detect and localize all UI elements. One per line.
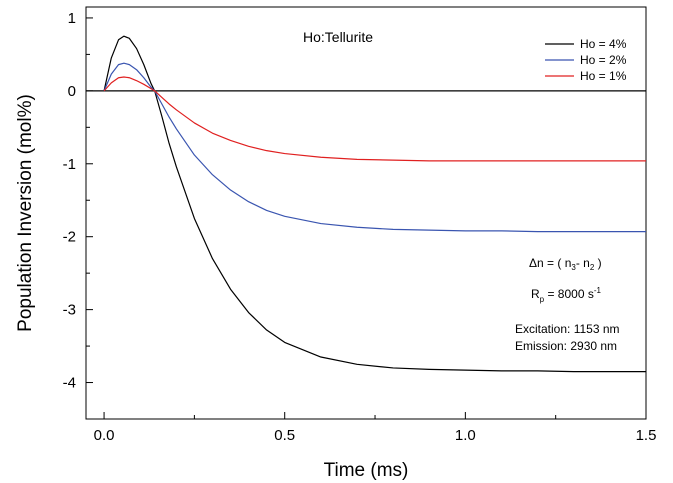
chart-title: Ho:Tellurite	[303, 29, 373, 45]
x-tick-label: 1.0	[455, 427, 476, 444]
x-tick-label: 1.5	[636, 427, 657, 444]
y-tick-label: -1	[63, 156, 76, 173]
y-tick-label: -3	[63, 302, 76, 319]
emission-annotation: Emission: 2930 nm	[515, 339, 617, 353]
excitation-annotation: Excitation: 1153 nm	[515, 322, 620, 336]
legend-label: Ho = 4%	[580, 37, 627, 51]
legend: Ho = 4% Ho = 2% Ho = 1%	[545, 37, 627, 83]
y-tick-label: 0	[68, 83, 76, 100]
series-line-2	[104, 77, 646, 161]
x-axis-label: Time (ms)	[324, 460, 409, 481]
legend-label: Ho = 1%	[580, 69, 627, 83]
plot-frame	[86, 7, 646, 419]
y-tick-label: -4	[63, 375, 76, 392]
y-axis-label: Population Inversion (mol%)	[15, 94, 36, 332]
x-tick-label: 0.5	[274, 427, 295, 444]
series-line-1	[104, 63, 646, 231]
y-tick-label: -2	[63, 229, 76, 246]
legend-label: Ho = 2%	[580, 53, 627, 67]
x-tick-label: 0.0	[94, 427, 115, 444]
y-tick-label: 1	[68, 10, 76, 27]
pump-rate-annotation: Rp = 8000 s-1	[531, 286, 602, 304]
delta-n-annotation: Δn = ( n3- n2 )	[529, 256, 602, 272]
